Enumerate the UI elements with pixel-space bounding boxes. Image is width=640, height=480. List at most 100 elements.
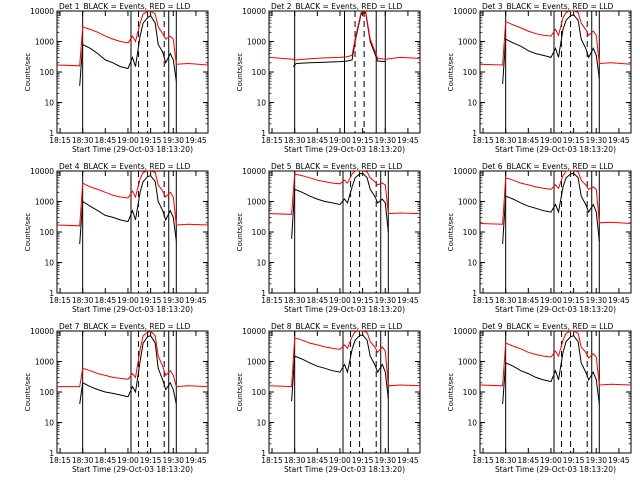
y-tick-label: 10 [256,259,266,268]
y-tick-label: 1 [261,129,266,138]
x-tick-label: 19:30 [374,456,396,465]
y-tick-label: 1 [472,449,477,458]
y-tick-label: 10 [467,259,477,268]
series-legend: BLACK = Events, RED = LLD [507,2,614,11]
y-axis-label: Counts/sec [236,373,244,412]
x-tick-label: 19:00 [329,296,351,305]
x-tick-label: 18:15 [472,456,494,465]
y-tick-label: 10 [256,419,266,428]
x-tick-label: 19:00 [117,456,139,465]
y-tick-label: 100 [252,228,267,237]
y-tick-label: 10 [467,99,477,108]
x-tick-label: 19:45 [608,136,630,145]
x-tick-label: 19:45 [185,296,207,305]
events-series-line [292,11,386,67]
y-tick-label: 100 [463,68,478,77]
lld-series-line [480,331,631,387]
x-tick-label: 19:30 [585,296,607,305]
y-tick-label: 100 [40,68,55,77]
y-tick-label: 1000 [35,358,54,367]
x-axis-label: Start Time (29-Oct-03 18:13:20) [72,305,193,314]
detector-name: Det 2 [271,2,292,11]
detector-name: Det 4 [59,162,80,171]
x-tick-label: 19:15 [563,136,585,145]
x-tick-label: 19:00 [117,296,139,305]
x-tick-label: 18:30 [72,456,94,465]
x-tick-label: 19:30 [162,136,184,145]
x-tick-label: 18:30 [72,136,94,145]
y-tick-label: 1000 [458,358,477,367]
y-tick-label: 10000 [242,167,266,176]
x-tick-label: 19:45 [185,456,207,465]
y-tick-label: 100 [463,228,478,237]
detector-name: Det 5 [271,162,292,171]
detector-name: Det 8 [271,322,292,331]
events-series-line [291,334,389,402]
x-tick-label: 19:30 [162,296,184,305]
x-tick-label: 19:15 [352,136,374,145]
series-legend: BLACK = Events, RED = LLD [507,162,614,171]
x-tick-label: 19:15 [563,456,585,465]
lld-series-line [269,171,420,215]
x-tick-label: 18:15 [261,456,283,465]
x-axis-label: Start Time (29-Oct-03 18:13:20) [72,465,193,474]
panel-title: Det 7 BLACK = Events, RED = LLD [59,322,190,331]
x-tick-label: 19:30 [162,456,184,465]
x-tick-label: 19:45 [185,136,207,145]
x-tick-label: 18:30 [284,296,306,305]
y-tick-label: 1000 [247,198,266,207]
x-axis-label: Start Time (29-Oct-03 18:13:20) [284,145,405,154]
y-tick-label: 100 [40,388,55,397]
y-tick-label: 1000 [247,38,266,47]
x-tick-label: 19:00 [117,136,139,145]
y-axis-label: Counts/sec [447,213,455,252]
y-tick-label: 1 [472,129,477,138]
panel-title: Det 9 BLACK = Events, RED = LLD [482,322,613,331]
x-axis-label: Start Time (29-Oct-03 18:13:20) [284,465,405,474]
y-tick-label: 10 [44,99,54,108]
y-tick-label: 1 [49,449,54,458]
x-tick-label: 18:45 [518,296,540,305]
events-series-line [502,335,600,405]
x-tick-label: 19:15 [140,296,162,305]
y-tick-label: 1 [49,289,54,298]
y-tick-label: 10000 [30,167,54,176]
lld-series-line [269,11,420,61]
x-tick-label: 19:00 [540,136,562,145]
x-axis-label: Start Time (29-Oct-03 18:13:20) [72,145,193,154]
y-tick-label: 10000 [242,7,266,16]
panel-frame [479,330,632,454]
x-tick-label: 19:30 [585,456,607,465]
y-tick-label: 1000 [35,198,54,207]
series-legend: BLACK = Events, RED = LLD [296,322,403,331]
x-tick-label: 19:00 [540,456,562,465]
x-tick-label: 18:15 [472,136,494,145]
x-tick-label: 18:30 [72,296,94,305]
x-tick-label: 19:15 [563,296,585,305]
events-series-line [79,14,177,86]
y-tick-label: 1000 [35,38,54,47]
x-tick-label: 19:45 [608,296,630,305]
x-tick-label: 19:45 [397,136,419,145]
y-axis-label: Counts/sec [447,53,455,92]
x-tick-label: 19:00 [540,296,562,305]
y-tick-label: 1 [472,289,477,298]
panel-frame [56,330,209,454]
detector-name: Det 9 [482,322,503,331]
panel-title: Det 4 BLACK = Events, RED = LLD [59,162,190,171]
x-tick-label: 19:15 [352,296,374,305]
y-tick-label: 10000 [453,7,477,16]
series-legend: BLACK = Events, RED = LLD [84,162,191,171]
y-tick-label: 10000 [30,7,54,16]
panel-title: Det 2 BLACK = Events, RED = LLD [271,2,402,11]
x-tick-label: 19:45 [608,456,630,465]
x-tick-label: 19:15 [352,456,374,465]
x-tick-label: 19:15 [140,456,162,465]
y-tick-label: 1 [261,449,266,458]
x-tick-label: 18:30 [495,456,517,465]
y-tick-label: 1000 [458,198,477,207]
x-tick-label: 19:45 [397,456,419,465]
y-tick-label: 100 [252,388,267,397]
series-legend: BLACK = Events, RED = LLD [296,2,403,11]
